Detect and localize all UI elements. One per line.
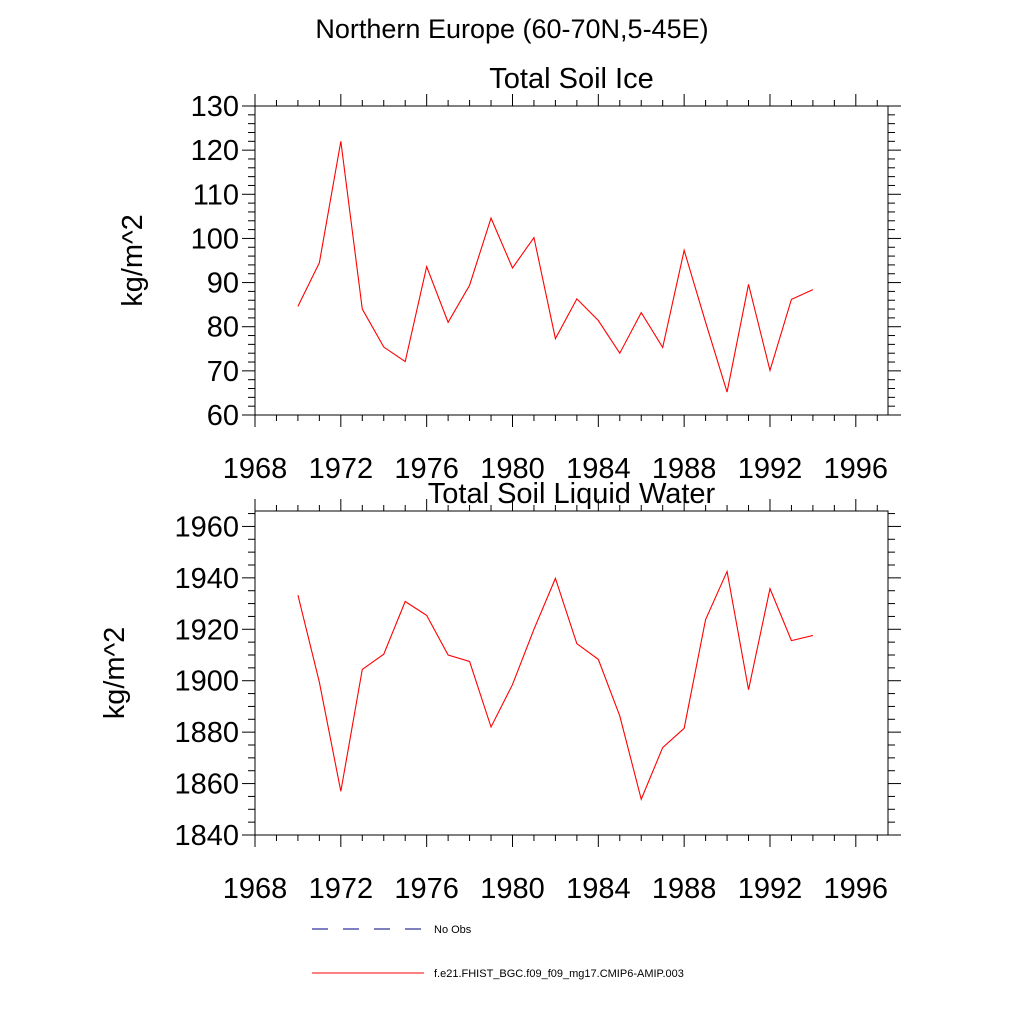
y-tick-label: 110 [193, 179, 239, 211]
x-tick-label: 1968 [223, 453, 288, 485]
chart-panel-1: Total Soil Ice kg/m^2 1968 1972 1976 1980 1984… [117, 63, 901, 485]
y-tick-label: 1920 [174, 614, 239, 646]
plot-frame [254, 510, 889, 836]
chart-panel-2: Total Soil Liquid Water kg/m^2 1968 1972 197… [99, 478, 901, 905]
x-tick-label: 1980 [480, 873, 545, 905]
x-tick-label: 1988 [652, 453, 717, 485]
x-tick-label: 1972 [309, 453, 374, 485]
legend-label: No Obs [434, 924, 472, 936]
x-tick-label: 1996 [824, 453, 889, 485]
y-tick-label: 1960 [174, 511, 239, 543]
figure-title: Northern Europe (60-70N,5-45E) [315, 14, 709, 44]
series-line-1 [297, 141, 814, 393]
x-tick-label: 1972 [309, 873, 374, 905]
y-tick-label: 100 [191, 223, 239, 255]
y-tick-label: 130 [191, 91, 239, 123]
plot-frame [254, 105, 889, 416]
y-tick-label: 90 [207, 268, 239, 300]
x-tick-label: 1968 [223, 873, 288, 905]
y-tick-label: 1840 [174, 820, 239, 852]
y-axis-label: kg/m^2 [99, 627, 131, 720]
x-tick-label: 1976 [394, 453, 459, 485]
y-tick-label: 60 [207, 400, 239, 432]
x-tick-label: 1980 [480, 453, 545, 485]
legend-label: f.e21.FHIST_BGC.f09_f09_mg17.CMIP6-AMIP.… [434, 968, 684, 980]
y-tick-label: 120 [191, 135, 239, 167]
series-line-1 [297, 569, 814, 801]
x-tick-label: 1988 [652, 873, 717, 905]
x-tick-label: 1984 [566, 873, 631, 905]
legend-entry-2: f.e21.FHIST_BGC.f09_f09_mg17.CMIP6-AMIP.… [312, 968, 684, 980]
x-tick-label: 1996 [824, 873, 889, 905]
chart-title: Total Soil Liquid Water [428, 478, 716, 510]
y-tick-label: 1880 [174, 717, 239, 749]
y-tick-label: 70 [207, 356, 239, 388]
y-tick-label: 80 [207, 312, 239, 344]
y-tick-label: 1900 [174, 666, 239, 698]
y-axis-label: kg/m^2 [117, 214, 149, 307]
x-tick-label: 1976 [394, 873, 459, 905]
x-tick-label: 1984 [566, 453, 631, 485]
y-tick-label: 1940 [174, 563, 239, 595]
y-tick-label: 1860 [174, 769, 239, 801]
chart-title: Total Soil Ice [489, 63, 653, 95]
legend: No Obs f.e21.FHIST_BGC.f09_f09_mg17.CMIP6… [312, 924, 684, 980]
x-tick-label: 1992 [738, 453, 803, 485]
legend-entry-1: No Obs [312, 924, 472, 936]
x-tick-label: 1992 [738, 873, 803, 905]
